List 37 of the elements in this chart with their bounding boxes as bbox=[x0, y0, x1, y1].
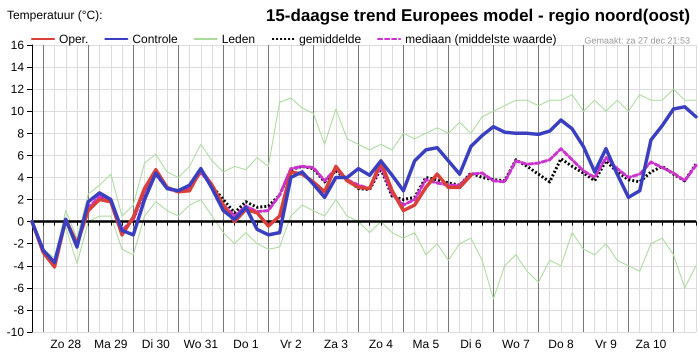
y-tick-label: 10 bbox=[10, 104, 24, 118]
x-tick-label: Vr 2 bbox=[280, 337, 302, 351]
y-tick-label: 0 bbox=[17, 214, 24, 229]
y-tick-label: 6 bbox=[17, 148, 24, 162]
y-tick-label: -10 bbox=[6, 325, 24, 339]
legend-label: Oper. bbox=[59, 32, 88, 46]
x-tick-label: Di 30 bbox=[142, 337, 170, 351]
annotation: Gemaakt: za 27 dec 21:53 bbox=[584, 36, 690, 46]
y-tick-label: 16 bbox=[10, 38, 24, 52]
y-axis-title: Temperatuur (°C): bbox=[7, 8, 102, 22]
x-tick-label: Di 6 bbox=[460, 337, 482, 351]
x-tick-label: Wo 7 bbox=[502, 337, 530, 351]
chart-title: 15-daagse trend Europees model - regio noord(oost) bbox=[266, 6, 690, 25]
y-tick-label: -2 bbox=[13, 236, 24, 251]
x-tick-label: Zo 28 bbox=[50, 337, 82, 351]
legend-label: Controle bbox=[132, 32, 178, 46]
x-tick-label: Zo 4 bbox=[368, 337, 394, 351]
x-tick-label: Za 3 bbox=[324, 337, 348, 351]
x-tick-label: Ma 29 bbox=[94, 337, 128, 351]
x-tick-label: Ma 5 bbox=[412, 337, 440, 351]
y-tick-label: 8 bbox=[17, 126, 24, 140]
y-tick-label: 4 bbox=[17, 170, 24, 184]
y-tick-label: -6 bbox=[13, 280, 24, 295]
legend-label: mediaan (middelste waarde) bbox=[405, 32, 557, 46]
line-series bbox=[86, 147, 698, 232]
x-tick-label: Do 1 bbox=[233, 337, 259, 351]
y-tick-label: 2 bbox=[17, 192, 24, 207]
x-tick-label: Vr 9 bbox=[595, 337, 618, 351]
y-tick-label: 12 bbox=[10, 82, 24, 96]
legend-label: Leden bbox=[222, 32, 256, 46]
x-tick-label: Wo 31 bbox=[184, 337, 218, 351]
x-tick-label: Za 10 bbox=[636, 337, 667, 351]
y-tick-label: 14 bbox=[10, 60, 24, 74]
y-tick-label: -4 bbox=[13, 258, 24, 273]
legend-label: gemiddelde bbox=[299, 32, 362, 46]
y-tick-label: -8 bbox=[13, 302, 24, 317]
x-tick-label: Do 8 bbox=[548, 337, 574, 351]
